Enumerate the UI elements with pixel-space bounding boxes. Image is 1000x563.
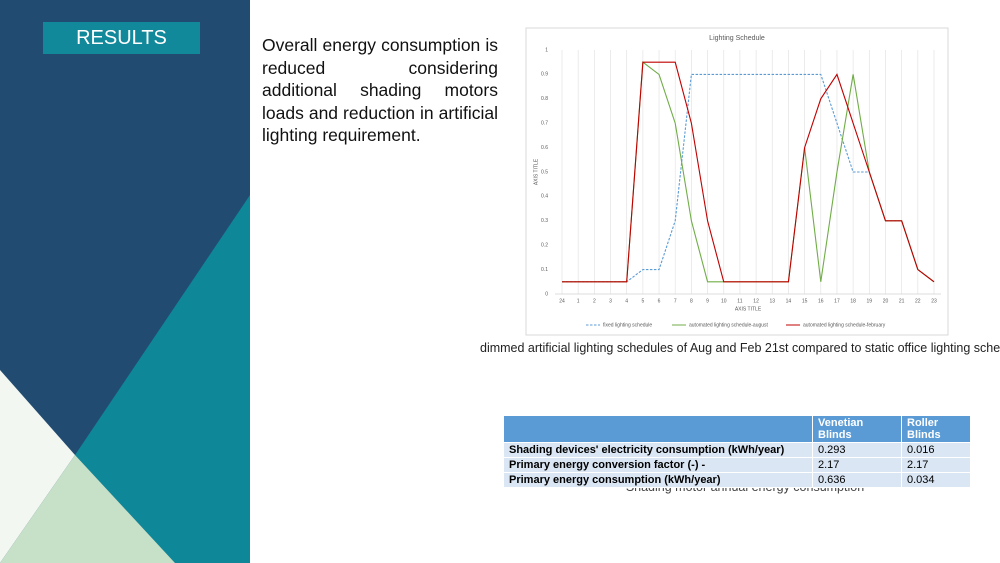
x-tick-label: 4 [625, 298, 628, 304]
x-tick-label: 1 [577, 298, 580, 304]
table: Venetian Blinds Roller Blinds Shading de… [503, 415, 971, 488]
x-tick-label: 19 [867, 298, 873, 304]
x-tick-label: 7 [674, 298, 677, 304]
x-tick-label: 8 [690, 298, 693, 304]
y-tick-label: 0.2 [541, 243, 548, 249]
x-tick-label: 24 [559, 298, 565, 304]
x-tick-label: 11 [737, 298, 742, 304]
header-cell: Venetian Blinds [812, 415, 902, 443]
x-tick-label: 22 [915, 298, 921, 304]
x-tick-label: 2 [593, 298, 596, 304]
green-shape [0, 455, 175, 563]
y-tick-label: 0.8 [541, 96, 548, 102]
x-tick-label: 6 [658, 298, 661, 304]
y-tick-label: 0.5 [541, 169, 548, 175]
x-axis-label: AXIS TITLE [735, 306, 762, 312]
table-row: Primary energy conversion factor (-) -2.… [503, 457, 971, 473]
section-title: RESULTS [43, 22, 200, 54]
table-cell: 0.636 [812, 472, 902, 488]
series-line [562, 61, 935, 283]
x-tick-label: 20 [883, 298, 889, 304]
table-cell: Shading devices' electricity consumption… [503, 442, 813, 458]
table-row: Primary energy consumption (kWh/year) 0.6… [503, 472, 971, 488]
y-tick-label: 0.1 [541, 267, 548, 273]
table-row: Shading devices' electricity consumption… [503, 442, 971, 458]
x-tick-label: 14 [786, 298, 792, 304]
table-cell: 2.17 [901, 457, 971, 473]
legend-label: automated lighting schedule-august [689, 322, 769, 328]
x-tick-label: 17 [834, 298, 840, 304]
paragraph: Overall energy consumption is reduced co… [262, 35, 498, 146]
x-tick-label: 10 [721, 298, 727, 304]
table-cell: 0.034 [901, 472, 971, 488]
header-cell [503, 415, 813, 443]
chart-caption: dimmed artificial lighting schedules of … [480, 341, 1000, 355]
header-row: Venetian Blinds Roller Blinds [503, 415, 971, 443]
y-axis-label: AXIS TITLE [533, 158, 539, 185]
y-tick-label: 1 [545, 47, 548, 53]
chart-title: Lighting Schedule [709, 35, 765, 42]
table-cell: 0.016 [901, 442, 971, 458]
table-cell: Primary energy conversion factor (-) - [503, 457, 813, 473]
y-tick-label: 0.6 [541, 145, 548, 151]
x-tick-label: 3 [609, 298, 612, 304]
x-tick-label: 18 [850, 298, 856, 304]
header-cell: Roller Blinds [901, 415, 971, 443]
x-tick-label: 16 [818, 298, 824, 304]
y-tick-label: 0.3 [541, 218, 548, 224]
table-cell: Primary energy consumption (kWh/year) [503, 472, 813, 488]
y-tick-label: 0 [545, 291, 548, 297]
x-tick-label: 9 [706, 298, 709, 304]
legend-label: automated lighting schedule-february [803, 322, 886, 328]
x-tick-label: 21 [899, 298, 905, 304]
x-tick-label: 5 [641, 298, 644, 304]
teal-shape [75, 195, 250, 563]
x-tick-label: 13 [769, 298, 775, 304]
y-tick-label: 0.4 [541, 194, 548, 200]
legend-label: fixed lighting schedule [603, 322, 652, 328]
light-shape [0, 370, 75, 563]
y-tick-label: 0.7 [541, 121, 548, 127]
table-cell: 2.17 [812, 457, 902, 473]
y-tick-label: 0.9 [541, 72, 548, 78]
x-tick-label: 15 [802, 298, 808, 304]
x-tick-label: 23 [931, 298, 937, 304]
table-cell: 0.293 [812, 442, 902, 458]
chart-frame [525, 27, 949, 336]
x-tick-label: 12 [753, 298, 759, 304]
